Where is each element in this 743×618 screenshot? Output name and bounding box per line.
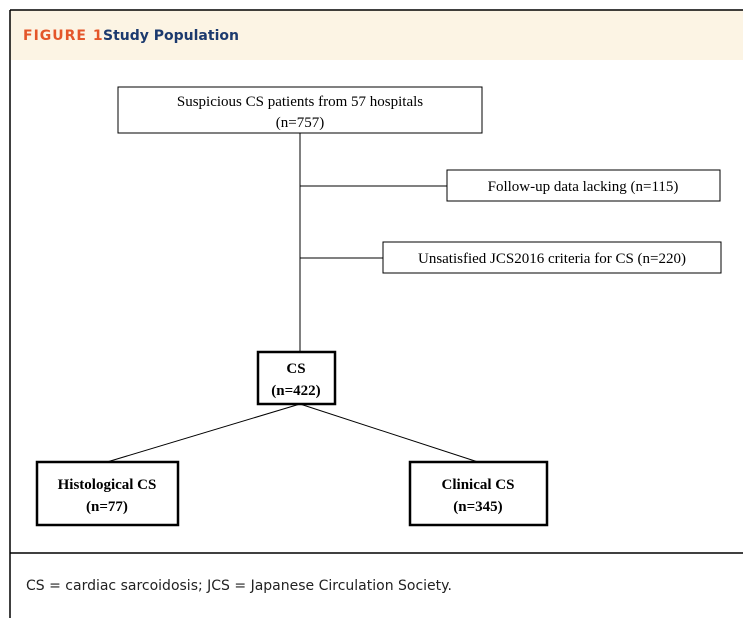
- box: [408, 460, 549, 527]
- box-text: CS: [286, 361, 305, 377]
- figure-title: Study Population: [103, 28, 239, 44]
- box-text: (n=77): [86, 499, 128, 515]
- box-text: Unsatisfied JCS2016 criteria for CS (n=2…: [418, 251, 686, 267]
- figure-label: FIGURE 1: [23, 28, 104, 44]
- box-text: (n=345): [453, 499, 502, 515]
- box: [256, 350, 337, 406]
- box-text: Clinical CS: [442, 477, 515, 493]
- box: [446, 169, 721, 202]
- caption: CS = cardiac sarcoidosis; JCS = Japanese…: [26, 578, 452, 594]
- box: [35, 460, 180, 527]
- header-band: [10, 10, 743, 60]
- box-text: (n=422): [271, 383, 320, 399]
- box-text: Suspicious CS patients from 57 hospitals: [177, 94, 423, 110]
- box-text: Histological CS: [58, 477, 157, 493]
- box-text: (n=757): [276, 115, 324, 131]
- connector: [299, 403, 479, 463]
- box-text: Follow-up data lacking (n=115): [488, 179, 679, 195]
- connectors: [106, 133, 479, 463]
- box: [382, 241, 722, 274]
- box: [117, 86, 483, 134]
- connector: [106, 403, 301, 463]
